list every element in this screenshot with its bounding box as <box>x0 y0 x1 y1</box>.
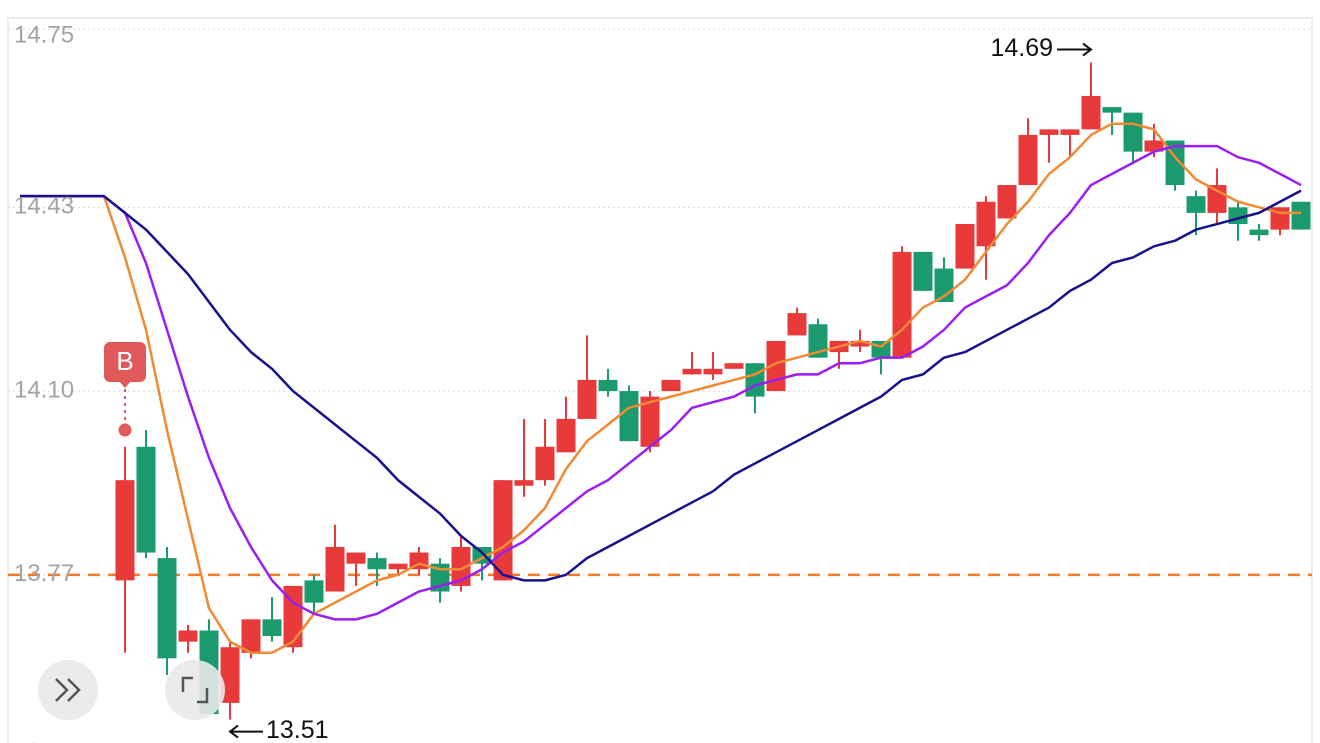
candle-body <box>640 396 660 447</box>
candle-body <box>661 379 681 392</box>
low-annotation: 13.51 <box>266 716 329 743</box>
candle-body <box>724 363 744 369</box>
fullscreen-button[interactable] <box>165 660 225 720</box>
candle-body <box>955 224 975 269</box>
candle-body <box>1039 129 1059 135</box>
candle-body <box>220 647 240 703</box>
fullscreen-icon[interactable] <box>181 676 209 704</box>
plot-frame <box>7 17 1313 743</box>
candle-body <box>1060 129 1080 135</box>
candle-body <box>577 379 597 419</box>
chevron-icon[interactable] <box>55 678 81 702</box>
y-tick-label: 13.45 <box>14 738 74 743</box>
candle-body <box>1249 229 1269 236</box>
candle-body <box>388 563 408 570</box>
candle-body <box>1102 107 1122 113</box>
grid <box>8 28 1312 577</box>
candle-body <box>493 480 513 581</box>
candle-body <box>1291 201 1311 230</box>
buy-marker-label: B <box>116 346 133 376</box>
candle-body <box>178 630 198 642</box>
y-tick-label: 13.77 <box>14 560 74 587</box>
button-bg[interactable] <box>165 660 225 720</box>
candle-body <box>241 619 261 653</box>
candle-body <box>346 552 366 564</box>
candle-body <box>535 446 555 481</box>
candle-body <box>1081 95 1101 130</box>
candle-body <box>787 313 807 336</box>
candle-body <box>598 379 618 392</box>
buy-marker-dot <box>118 423 132 437</box>
y-tick-label: 14.43 <box>14 193 74 220</box>
buy-marker-badge <box>104 342 146 382</box>
candle-body <box>745 363 765 397</box>
candle-body <box>157 558 177 659</box>
expand-button[interactable] <box>38 660 98 720</box>
candle-body <box>283 585 303 648</box>
candle-body <box>808 324 828 358</box>
labels: 14.75 14.43 14.10 13.77 13.45 14.69 13.51 B <box>14 21 1093 743</box>
ma-line <box>20 122 1301 655</box>
candle-body <box>682 368 702 375</box>
candle-body <box>619 391 639 442</box>
candle-body <box>850 340 870 347</box>
candle-body <box>892 251 912 358</box>
ma-line <box>20 189 1302 582</box>
high-annotation: 14.69 <box>990 34 1053 62</box>
candle-body <box>913 251 933 291</box>
candle-body <box>556 418 576 453</box>
candle-body <box>976 201 996 247</box>
candle-body <box>115 480 135 581</box>
candle-body <box>703 368 723 375</box>
annotation-arrow <box>1057 42 1093 57</box>
buy-marker-pointer <box>119 381 131 388</box>
candle-body <box>997 185 1017 219</box>
candle-body <box>304 580 324 603</box>
y-tick-label: 14.10 <box>14 376 74 403</box>
candle-body <box>514 480 534 486</box>
candle-body <box>367 558 387 570</box>
candle-body <box>325 546 345 592</box>
y-tick-label: 14.75 <box>14 21 74 48</box>
candle-body <box>1186 196 1206 213</box>
candle-body <box>262 619 282 637</box>
annotation-arrow <box>228 724 263 739</box>
candle-body <box>1123 112 1143 152</box>
candle-body <box>871 340 891 358</box>
candle-body <box>451 546 471 586</box>
candle-body <box>1144 140 1164 152</box>
ma-line <box>20 144 1302 621</box>
ma-lines <box>20 122 1302 655</box>
candle-body <box>1018 134 1038 186</box>
candle-body <box>136 446 156 553</box>
